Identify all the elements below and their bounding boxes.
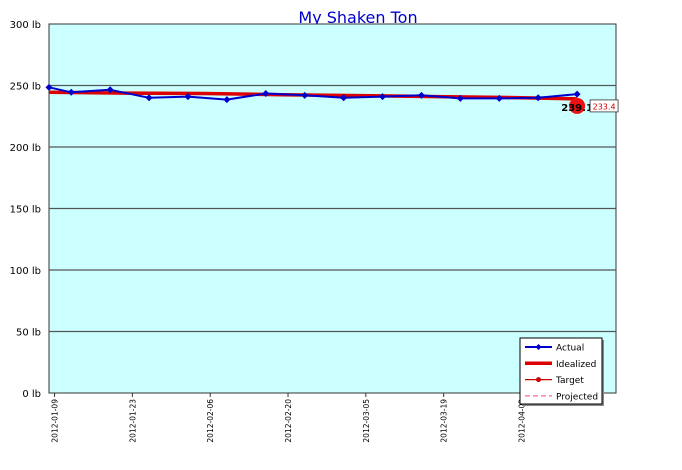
- actual-point: [301, 91, 309, 99]
- gridlines: [49, 84, 616, 333]
- actual-point: [223, 96, 231, 104]
- legend: Actual Idealized Target Projected: [519, 337, 604, 406]
- actual-point: [67, 88, 75, 96]
- annotations-layer: 239.1 233.4: [561, 99, 619, 114]
- actual-point: [456, 94, 464, 102]
- x-axis: 2012-01-09 2012-01-23 2012-02-06 2012-02-20…: [51, 393, 527, 443]
- actual-point: [145, 94, 153, 102]
- target-label: 233.4: [593, 102, 616, 111]
- legend-label-projected: Projected: [556, 392, 598, 402]
- target-label-box: [589, 99, 619, 113]
- x-tick-label: 2012-01-09: [51, 399, 60, 443]
- y-tick-label: 0 lb: [22, 389, 41, 400]
- y-tick-label: 200 lb: [10, 143, 41, 154]
- legend-label-target: Target: [555, 376, 584, 386]
- actual-point: [379, 93, 387, 101]
- actual-point: [534, 94, 542, 102]
- x-tick-label: 2012-03-19: [440, 399, 449, 443]
- chart-title: My Shaken Ton: [298, 8, 417, 27]
- legend-marker-target: [536, 377, 541, 383]
- series-layer: [45, 83, 586, 114]
- x-tick-label: 2012-02-20: [284, 399, 293, 443]
- y-tick-label: 250 lb: [10, 82, 41, 93]
- y-axis: 0 lb 50 lb 100 lb 150 lb 200 lb 250 lb 300 lb: [10, 20, 41, 400]
- x-tick-label: 2012-01-23: [128, 399, 137, 443]
- actual-point: [106, 86, 114, 94]
- target-point: [569, 97, 586, 114]
- idealized-end-label: 239.1: [561, 103, 593, 114]
- x-tick-label: 2012-04-02: [518, 399, 527, 443]
- legend-box: [519, 337, 603, 405]
- x-tick-label: 2012-03-05: [362, 399, 371, 443]
- actual-point: [417, 91, 425, 99]
- actual-point: [495, 94, 503, 102]
- y-tick-label: 150 lb: [10, 205, 41, 216]
- y-tick-label: 50 lb: [16, 328, 41, 339]
- legend-marker-actual: [535, 344, 542, 350]
- y-tick-label: 300 lb: [10, 20, 41, 31]
- legend-label-idealized: Idealized: [556, 360, 596, 370]
- actual-point: [45, 83, 53, 91]
- legend-label-actual: Actual: [556, 344, 584, 354]
- actual-point: [262, 89, 270, 97]
- actual-point: [340, 94, 348, 102]
- x-tick-label: 2012-02-06: [206, 399, 215, 443]
- actual-point: [184, 93, 192, 101]
- y-tick-label: 100 lb: [10, 266, 41, 277]
- actual-point: [573, 90, 581, 98]
